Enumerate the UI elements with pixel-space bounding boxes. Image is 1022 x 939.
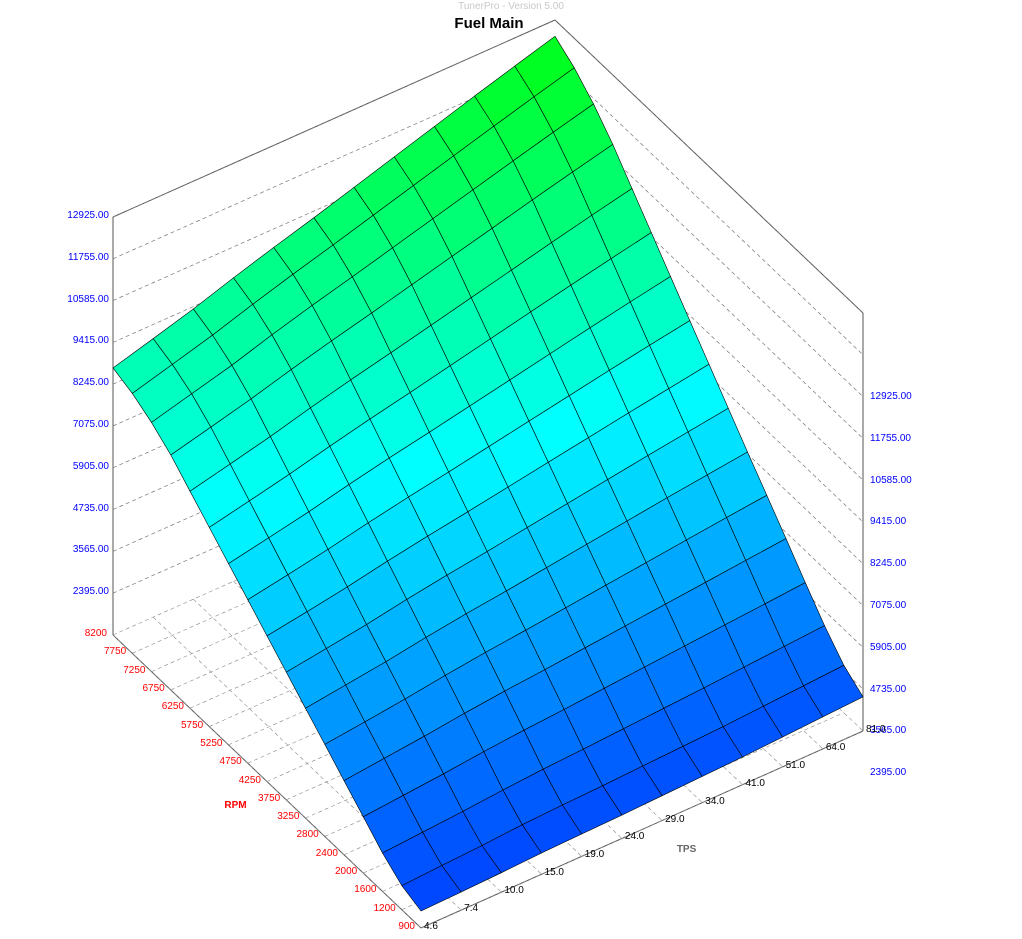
z-tick-right: 2395.00 (870, 767, 907, 779)
z-tick-left: 12925.00 (67, 210, 109, 221)
rpm-tick: 2000 (335, 866, 358, 878)
surface-mesh (112, 35, 864, 912)
z-tick-left: 7075.00 (72, 419, 109, 430)
z-tick-right: 4735.00 (870, 683, 907, 695)
rpm-tick: 4750 (219, 756, 242, 768)
z-tick-right: 12925.00 (870, 391, 912, 402)
z-tick-left: 9415.00 (72, 335, 109, 347)
z-tick-left: 5905.00 (72, 460, 109, 472)
rpm-tick: 3750 (258, 792, 281, 804)
rpm-tick: 7750 (104, 646, 127, 658)
rpm-tick: 5250 (200, 737, 223, 749)
app-version-text: TunerPro - Version 5.00 (458, 1, 564, 12)
z-gridline (112, 19, 864, 314)
tps-tick: 41.0 (745, 777, 765, 789)
floor-gridline-tps (112, 634, 422, 929)
rpm-tick: 900 (398, 921, 415, 932)
rpm-tick: 8200 (84, 628, 107, 639)
rpm-tick: 2400 (315, 847, 338, 859)
tps-axis-title: TPS (676, 843, 697, 855)
tps-tick: 29.0 (665, 813, 685, 825)
z-tick-right: 9415.00 (870, 516, 907, 528)
z-tick-left: 2395.00 (72, 586, 109, 598)
z-tick-right: 3565.00 (870, 725, 907, 737)
chart-title: Fuel Main (454, 15, 524, 32)
z-tick-right: 5905.00 (870, 641, 907, 653)
floor-gridline-rpm (420, 730, 864, 929)
z-tick-right: 7075.00 (870, 600, 907, 611)
tps-tick: 19.0 (584, 849, 605, 861)
rpm-tick: 6250 (161, 701, 184, 713)
z-tick-left: 4735.00 (72, 502, 109, 514)
rpm-tick: 2800 (296, 829, 319, 841)
floor-gridline-tps (152, 616, 462, 911)
z-tick-left: 11755.00 (68, 251, 109, 263)
tps-tick: 51.0 (785, 759, 806, 771)
rpm-tick: 1600 (354, 884, 377, 896)
z-tick-right: 10585.00 (870, 474, 912, 486)
rpm-tick: 3250 (277, 811, 300, 823)
tps-tick: 15.0 (544, 867, 564, 879)
z-tick-left: 10585.00 (67, 293, 109, 305)
z-tick-left: 8245.00 (72, 377, 109, 389)
rpm-tick: 5750 (181, 719, 204, 731)
rpm-tick: 7250 (123, 664, 146, 676)
z-tick-right: 8245.00 (870, 558, 907, 570)
tps-tick: 64.0 (825, 741, 846, 753)
surface-cell (803, 664, 864, 718)
rpm-tick: 1200 (373, 902, 396, 914)
rpm-tick: 4250 (238, 774, 261, 786)
z-tick-right: 11755.00 (870, 432, 911, 444)
z-tick-left: 3565.00 (72, 544, 109, 556)
tps-tick: 24.0 (624, 831, 645, 843)
tps-tick: 34.0 (705, 795, 725, 807)
rpm-tick: 6750 (142, 682, 165, 694)
tps-tick: 7.4 (464, 903, 479, 915)
tps-tick: 4.6 (424, 921, 438, 932)
rpm-axis-title: RPM (224, 800, 247, 812)
tps-tick: 81.0 (866, 724, 886, 735)
tps-tick: 10.0 (504, 885, 524, 897)
